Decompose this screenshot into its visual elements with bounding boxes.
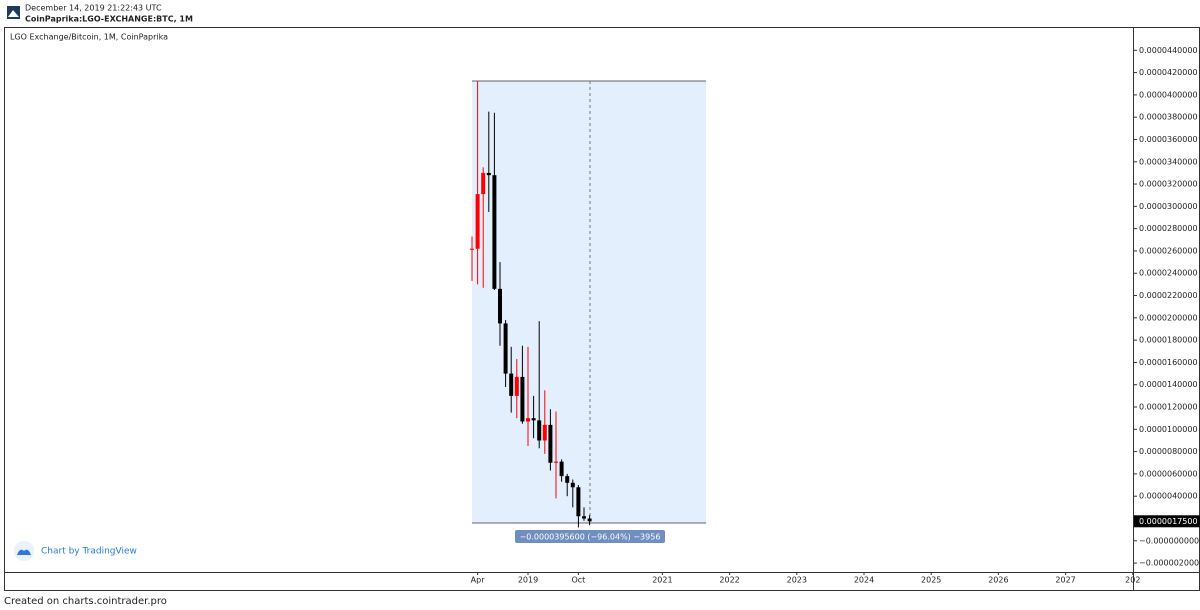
x-tick-label: Oct: [571, 576, 585, 585]
candle-body: [520, 376, 525, 422]
chart-title: LGO Exchange/Bitcoin, 1M, CoinPaprika: [10, 33, 168, 42]
y-tick-label: 0.0000200000: [1139, 313, 1198, 322]
y-tick-label: 0.0000380000: [1139, 113, 1198, 122]
y-tick-label: 0.0000320000: [1139, 180, 1198, 189]
y-tick-label: 0.0000240000: [1139, 269, 1198, 278]
x-tick-label: 2022: [719, 576, 739, 585]
y-tick-label: 0.0000160000: [1139, 358, 1198, 367]
y-tick-label: 0.0000120000: [1139, 403, 1198, 412]
candle-body: [587, 518, 592, 522]
candle-body: [486, 172, 491, 176]
x-tick-label: 2023: [787, 576, 807, 585]
candle-body: [498, 288, 502, 324]
y-tick-label: 0.0000040000: [1139, 492, 1198, 501]
candle-body: [559, 461, 564, 477]
y-tick-label: 0.0000220000: [1139, 291, 1198, 300]
candle-body: [554, 461, 558, 463]
candle-body: [542, 424, 547, 441]
candle-body: [531, 418, 536, 421]
branding[interactable]: Chart by TradingView: [41, 547, 137, 557]
y-tick-label: 0.0000080000: [1139, 447, 1198, 456]
candle-body: [492, 175, 497, 289]
timestamp: December 14, 2019 21:22:43 UTC: [25, 4, 162, 13]
y-tick-label: 0.0000260000: [1139, 246, 1198, 255]
y-tick-label: −0.0000020000: [1139, 559, 1200, 568]
y-tick-label: 0.0000280000: [1139, 224, 1198, 233]
measure-label: −0.0000395600 (−96.04%) −3956: [520, 533, 661, 542]
candle-body: [565, 476, 570, 483]
x-tick-label: 2024: [854, 576, 874, 585]
x-tick-label: 2025: [921, 576, 941, 585]
tv-badge[interactable]: Chart by TradingView: [14, 541, 137, 561]
y-tick-label: 0.0000420000: [1139, 68, 1198, 77]
measure-label-bg: [515, 530, 665, 543]
measure-box: [472, 81, 706, 523]
candle-body: [514, 376, 519, 396]
candle-body: [475, 194, 480, 249]
y-tick-label: 0.0000300000: [1139, 202, 1198, 211]
y-tick-label: 0.0000440000: [1139, 46, 1198, 55]
footer: Created on charts.cointrader.pro: [4, 596, 167, 607]
last-price-label: 0.0000017500: [1139, 517, 1198, 526]
candle-body: [548, 424, 553, 463]
x-tick-label: 2026: [988, 576, 1008, 585]
candle-body: [576, 487, 581, 517]
candle-body: [582, 516, 586, 519]
y-tick-label: 0.0000060000: [1139, 469, 1198, 478]
x-tick-label: Apr: [471, 576, 486, 585]
y-tick-label: 0.0000140000: [1139, 380, 1198, 389]
candle-body: [481, 172, 486, 195]
y-tick-label: 0.0000100000: [1139, 425, 1198, 434]
logo: [7, 6, 20, 19]
candle-body: [526, 418, 530, 422]
y-tick-label: 0.0000360000: [1139, 135, 1198, 144]
candle-body: [503, 323, 508, 374]
x-tick-label: 2019: [518, 576, 538, 585]
y-tick-label: 0.0000340000: [1139, 157, 1198, 166]
candle-body: [470, 248, 474, 250]
symbol: CoinPaprika:LGO-EXCHANGE:BTC, 1M: [25, 15, 193, 24]
y-tick-label: 0.0000400000: [1139, 90, 1198, 99]
y-tick-label: 0.0000180000: [1139, 336, 1198, 345]
last-price-tag: [1134, 515, 1200, 528]
candle-body: [570, 482, 575, 488]
x-tick-label: 2027: [1055, 576, 1075, 585]
candle-body: [509, 373, 514, 396]
candle-body: [537, 420, 542, 441]
x-tick-label: 2021: [652, 576, 672, 585]
x-tick-label: 202: [1125, 576, 1140, 585]
y-tick-label: −0.0000000000: [1139, 536, 1200, 545]
